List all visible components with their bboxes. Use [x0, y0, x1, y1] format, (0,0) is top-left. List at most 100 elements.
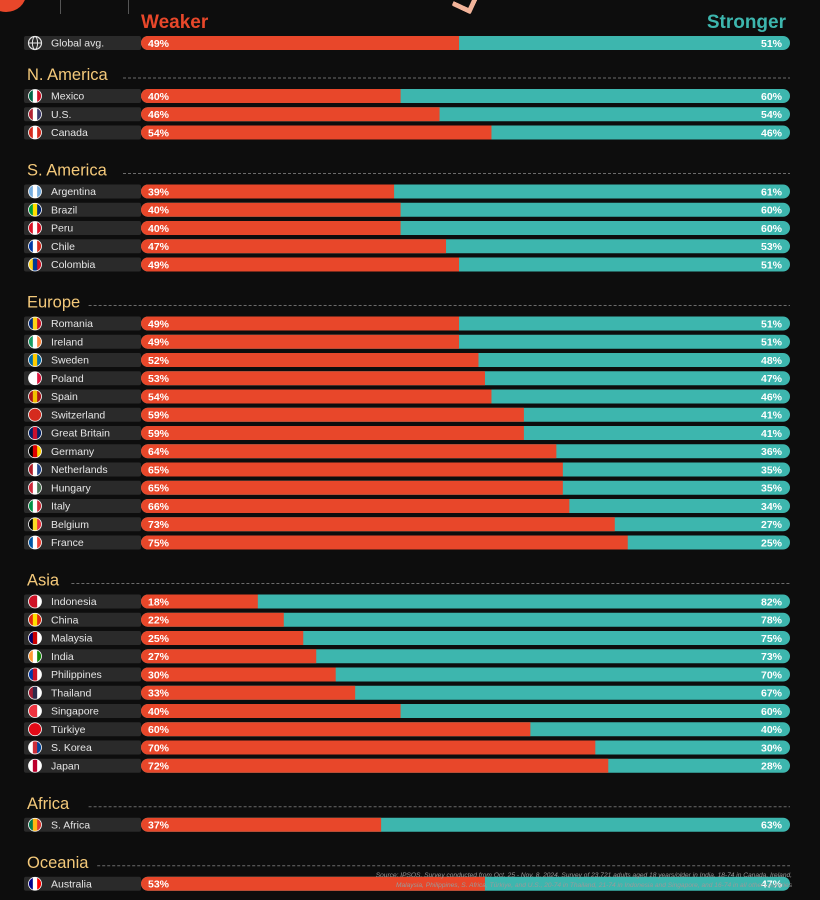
weaker-bar	[141, 480, 563, 495]
flag-ring	[28, 758, 42, 773]
flag-stripe	[28, 390, 34, 403]
region-group-header: Europe	[27, 294, 790, 312]
country-label-bg	[24, 517, 141, 532]
weaker-bar	[141, 353, 479, 367]
flag-stripe	[32, 221, 38, 235]
weaker-value-label: 46%	[148, 109, 170, 121]
flag-ring	[28, 517, 42, 532]
flag-stripes	[28, 353, 42, 367]
chart-row: China 22% 78%	[24, 612, 790, 627]
flag-stripe	[28, 649, 34, 663]
stronger-value-label: 82%	[761, 596, 783, 608]
flag-icon	[28, 758, 42, 773]
weaker-value-label: 73%	[148, 519, 170, 531]
country-label: Argentina	[51, 186, 96, 198]
country-label-bg	[24, 740, 141, 755]
flag-stripe	[32, 818, 38, 832]
chart-row: Spain 54% 46%	[24, 389, 790, 404]
country-label-bg	[24, 704, 141, 718]
weaker-bar	[141, 817, 382, 832]
flag-stripe	[32, 317, 38, 330]
country-label-bg	[24, 36, 141, 50]
flag-stripe	[32, 126, 38, 139]
flag-stripe	[37, 818, 42, 832]
flag-ring	[28, 612, 42, 627]
stronger-value-label: 67%	[761, 688, 783, 700]
weaker-bar	[141, 202, 401, 217]
weaker-value-label: 25%	[148, 633, 170, 645]
flag-stripe	[28, 239, 34, 253]
weaker-bar	[141, 426, 524, 440]
stronger-value-label: 27%	[761, 519, 783, 531]
weaker-value-label: 60%	[148, 724, 170, 736]
country-label-bg	[24, 316, 141, 331]
stronger-value-label: 25%	[761, 537, 783, 549]
country-label: Romania	[51, 318, 93, 330]
stronger-value-label: 46%	[761, 391, 783, 403]
flag-stripe	[37, 258, 42, 271]
flag-stripes	[28, 722, 42, 736]
flag-stripe	[37, 335, 42, 349]
country-label: Ireland	[51, 336, 83, 348]
weaker-bar	[141, 316, 460, 331]
flag-stripe	[28, 371, 34, 385]
chart-row: U.S. 46% 54%	[24, 107, 790, 122]
flag-icon	[28, 444, 42, 459]
flag-stripe	[37, 741, 42, 754]
flag-stripe	[37, 704, 42, 718]
flag-ring	[28, 89, 42, 103]
flag-stripes	[28, 649, 42, 663]
flag-stripe	[37, 126, 42, 139]
flag-stripe	[28, 704, 34, 718]
flag-icon	[28, 407, 42, 422]
flag-stripe	[32, 444, 38, 458]
country-label: Italy	[51, 501, 71, 513]
flag-stripe	[28, 185, 34, 198]
flag-ring	[28, 239, 42, 254]
flag-stripe	[32, 185, 38, 198]
flag-ring	[28, 704, 42, 718]
flag-stripe	[37, 631, 42, 645]
flag-icon	[28, 685, 42, 700]
flag-icon	[28, 499, 42, 513]
flag-stripe	[32, 335, 38, 349]
country-label: France	[51, 537, 84, 549]
country-label-bg	[24, 334, 141, 349]
flag-ring	[28, 499, 42, 513]
chart-row: Belgium 73% 27%	[24, 517, 790, 532]
weaker-value-label: 40%	[148, 91, 170, 103]
chart-row: S. Africa 37% 63%	[24, 817, 790, 832]
country-label-bg	[24, 631, 141, 645]
flag-stripe	[28, 536, 34, 549]
stronger-value-label: 61%	[761, 186, 783, 198]
weaker-bar	[141, 685, 356, 700]
flag-stripe	[28, 408, 34, 422]
flag-stripe	[28, 499, 34, 513]
flag-ring	[28, 480, 42, 495]
stronger-value-label: 40%	[761, 724, 783, 736]
weaker-value-label: 54%	[148, 127, 170, 139]
region-name: Asia	[27, 572, 60, 590]
flag-stripe	[32, 536, 38, 549]
chart-row: Ireland 49% 51%	[24, 334, 790, 349]
country-label-bg	[24, 202, 141, 217]
flag-stripes	[28, 258, 42, 271]
region-name: N. America	[27, 66, 109, 84]
flag-icon	[28, 649, 42, 664]
flag-stripe	[37, 444, 42, 458]
flag-ring	[28, 107, 42, 122]
flag-stripes	[28, 317, 42, 330]
flag-ring	[28, 221, 42, 235]
flag-ring	[28, 316, 42, 331]
flag-stripe	[32, 107, 38, 121]
weaker-bar	[141, 36, 460, 50]
flag-stripe	[32, 877, 38, 891]
country-label: Indonesia	[51, 596, 97, 608]
flag-stripes	[28, 481, 42, 495]
flag-stripes	[28, 239, 42, 253]
weaker-value-label: 52%	[148, 355, 170, 367]
flag-icon	[28, 89, 42, 103]
flag-stripe	[28, 335, 34, 349]
weaker-bar	[141, 517, 615, 532]
region-name: Oceania	[27, 854, 89, 872]
